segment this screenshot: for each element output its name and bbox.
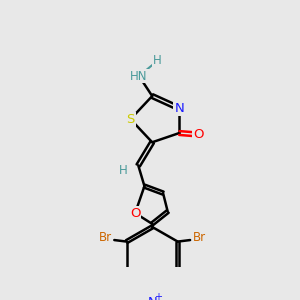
Text: +: + — [154, 292, 162, 300]
Text: O: O — [130, 207, 140, 220]
Text: Br: Br — [193, 231, 206, 244]
Text: HN: HN — [130, 70, 148, 83]
Text: O: O — [194, 128, 204, 141]
Text: H: H — [153, 54, 162, 67]
Text: H: H — [118, 164, 127, 177]
Text: N: N — [175, 102, 184, 115]
Text: N: N — [147, 296, 157, 300]
Text: S: S — [126, 113, 135, 126]
Text: −: − — [177, 298, 186, 300]
Text: Br: Br — [98, 231, 112, 244]
